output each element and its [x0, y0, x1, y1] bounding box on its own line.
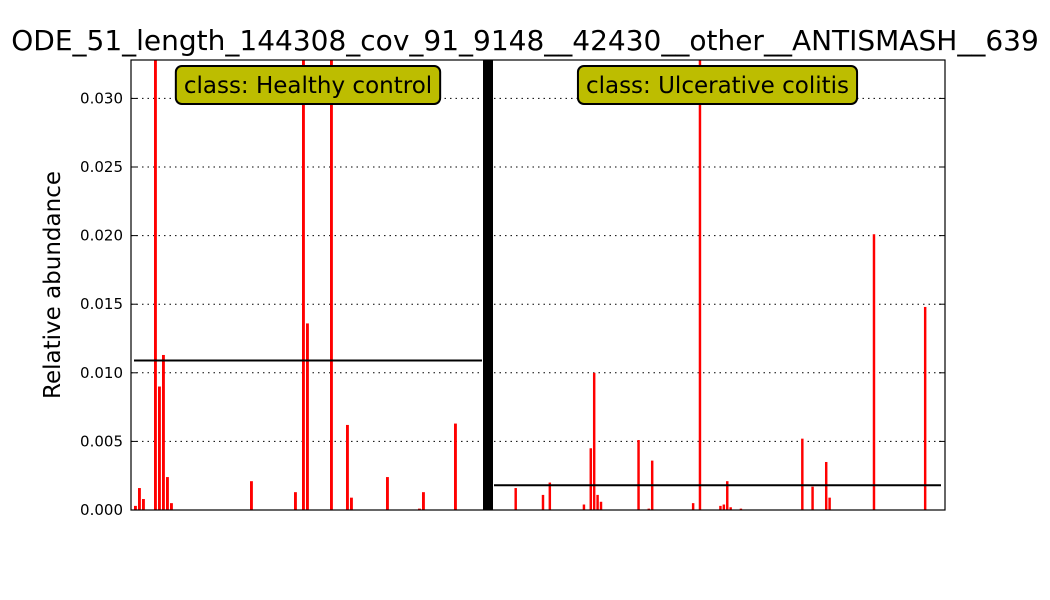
y-tick-label: 0.025	[80, 158, 123, 176]
bar	[422, 492, 425, 510]
plot-frame	[130, 59, 946, 511]
bar	[350, 497, 353, 510]
bar	[154, 60, 157, 510]
bar	[729, 507, 732, 510]
bar	[637, 440, 640, 510]
bar	[691, 503, 695, 510]
bar	[719, 505, 722, 510]
bar	[801, 438, 804, 510]
bar	[162, 354, 165, 510]
bar	[811, 486, 814, 510]
bar	[592, 372, 596, 510]
bar	[158, 386, 161, 510]
bar	[454, 423, 457, 510]
class-labels: class: Healthy control class: Ulcerative …	[174, 65, 859, 105]
y-tick-label: 0.005	[80, 432, 123, 450]
bar	[596, 494, 599, 510]
bar	[346, 424, 349, 510]
bar	[306, 323, 309, 510]
bar	[582, 504, 586, 510]
class-label: class: Healthy control	[184, 73, 432, 99]
bar	[302, 60, 305, 510]
y-tick-label: 0.015	[80, 295, 123, 313]
bar	[138, 488, 141, 510]
bar	[142, 499, 145, 510]
bar	[250, 481, 253, 510]
class-label: class: Ulcerative colitis	[586, 73, 849, 99]
bar	[698, 60, 702, 510]
bar	[589, 448, 592, 510]
bar	[134, 505, 137, 510]
y-tick-label: 0.030	[80, 89, 123, 107]
bar	[418, 508, 421, 510]
bar	[739, 508, 743, 510]
y-axis-label: Relative abundance	[40, 171, 66, 399]
bar	[828, 497, 831, 510]
bar	[294, 492, 297, 510]
bar	[541, 494, 545, 510]
y-axis-ticks: 0.000 0.005 0.010 0.015 0.020 0.025 0.030	[80, 89, 945, 519]
bar	[514, 488, 517, 510]
bar	[726, 481, 729, 510]
bar	[386, 477, 389, 510]
chart-title: ODE_51_length_144308_cov_91_9148__42430_…	[11, 24, 1039, 57]
bar	[548, 482, 552, 510]
class-label-box	[576, 65, 859, 105]
y-tick-label: 0.000	[80, 501, 123, 519]
bar	[166, 477, 169, 510]
y-tick-label: 0.010	[80, 364, 123, 382]
bar	[599, 501, 603, 510]
bar	[330, 60, 333, 510]
bar	[872, 234, 876, 511]
bar	[647, 508, 651, 510]
bars	[134, 60, 927, 511]
bar	[722, 504, 726, 510]
class-label-box	[174, 65, 442, 105]
mean-lines	[134, 359, 941, 487]
grid-lines	[131, 97, 945, 442]
bar	[923, 306, 927, 510]
y-tick-label: 0.020	[80, 227, 123, 245]
bar	[170, 503, 173, 510]
